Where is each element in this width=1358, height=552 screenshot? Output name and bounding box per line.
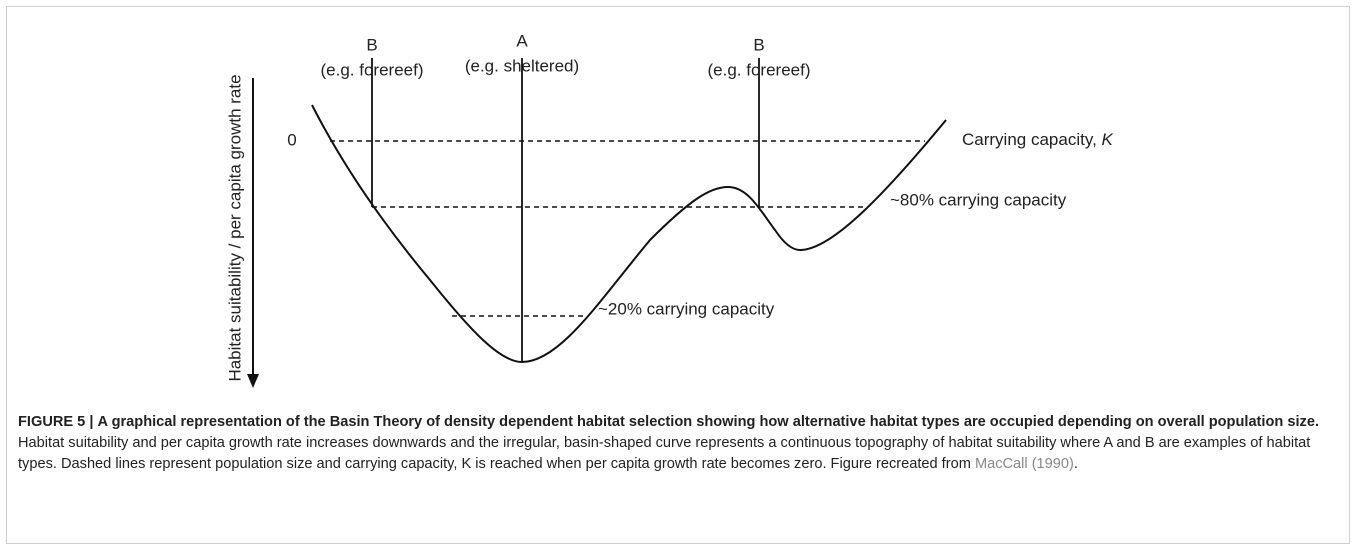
habitat-letter: A (516, 31, 528, 50)
caption-label: FIGURE 5 | (18, 414, 94, 430)
zero-label: 0 (287, 130, 296, 149)
habitat-example: (e.g. forereef) (708, 60, 811, 79)
y-axis-label: Habitat suitability / per capita growth … (225, 74, 244, 381)
habitat-example: (e.g. forereef) (321, 60, 424, 79)
k-text: Carrying capacity, (962, 130, 1102, 149)
habitat-example: (e.g. sheltered) (465, 56, 579, 75)
k-label: Carrying capacity, K (962, 130, 1114, 149)
citation-link[interactable]: MacCall (1990) (974, 456, 1074, 472)
eighty-label: ~80% carrying capacity (890, 190, 1067, 209)
figure-frame (6, 6, 1350, 544)
diagram: Habitat suitability / per capita growth … (225, 31, 1114, 388)
habitat-letter: B (366, 35, 377, 54)
caption-text: Habitat suitability and per capita growt… (18, 435, 1311, 472)
habitat-letter: B (753, 35, 764, 54)
caption: FIGURE 5 | A graphical representation of… (18, 412, 1346, 475)
arrow-head (247, 374, 259, 388)
basin-curve (311, 104, 947, 364)
caption-end: . (1073, 456, 1078, 472)
k-symbol: K (1102, 130, 1114, 149)
caption-title: A graphical representation of the Basin … (97, 414, 1319, 430)
twenty-label: ~20% carrying capacity (598, 299, 775, 318)
